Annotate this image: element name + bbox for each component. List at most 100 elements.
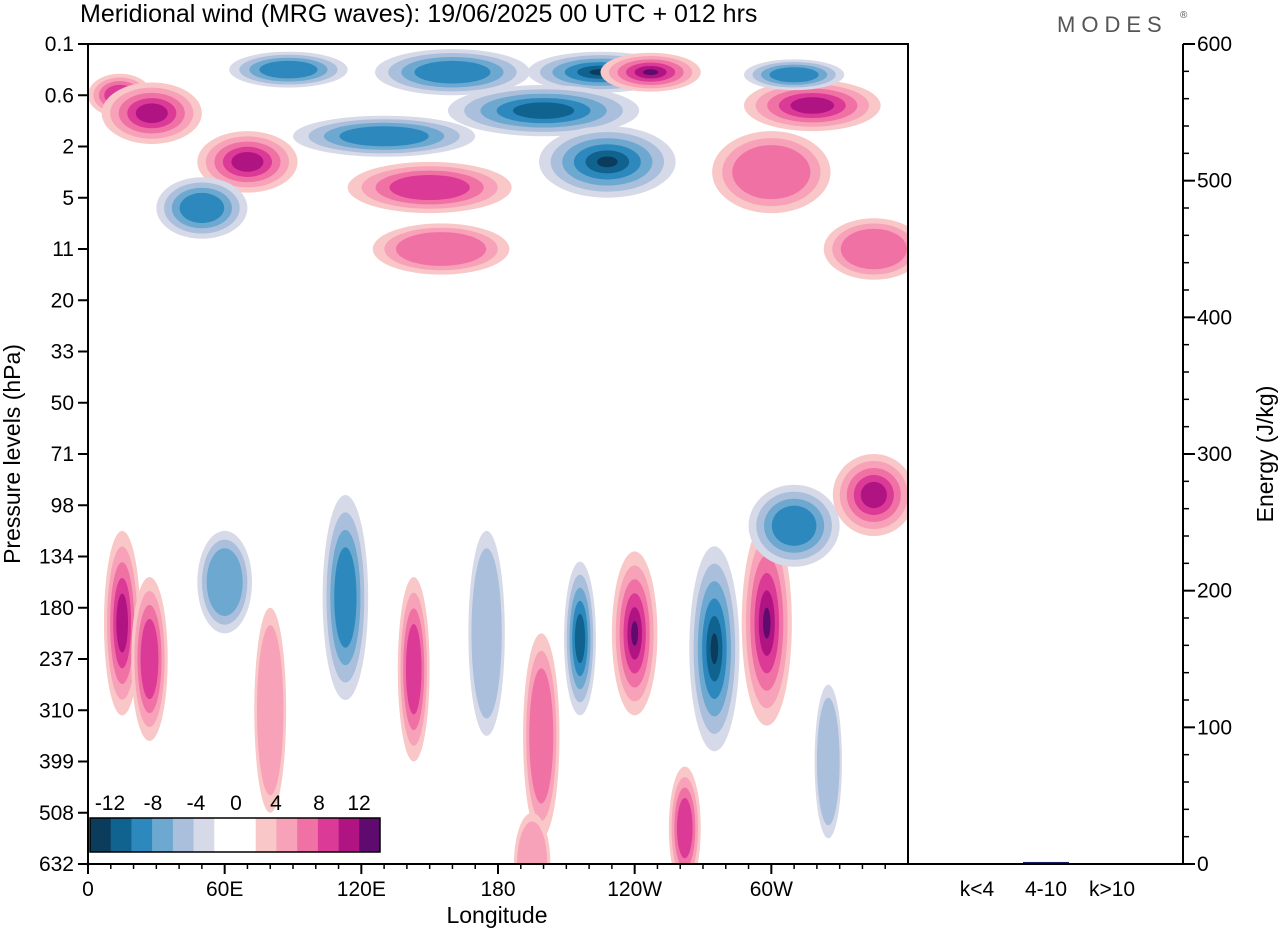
colorbar-swatch [90, 818, 112, 852]
energy-tick-label: 200 [1197, 580, 1232, 603]
energy-tick-label: 300 [1197, 443, 1232, 466]
contour-cell-10 [347, 161, 512, 214]
colorbar-label: -12 [95, 792, 125, 815]
y-axis-label: Pressure levels (hPa) [0, 344, 25, 564]
colorbar-swatch [131, 818, 153, 852]
x-tick-label: 60W [750, 878, 793, 901]
contour-cell-27 [741, 520, 792, 726]
contour-cell-18 [131, 577, 168, 741]
contour-level [414, 60, 491, 84]
contour-level [334, 547, 357, 648]
colorbar-label: 4 [270, 792, 282, 815]
contour-cell-19 [197, 530, 253, 634]
contour-level [231, 152, 264, 172]
y-tick-label: 98 [51, 494, 74, 517]
contour-level [395, 232, 487, 266]
contour-level [816, 697, 840, 826]
energy-bar-1 [1023, 861, 1069, 864]
y-tick-label: 632 [39, 853, 74, 876]
contour-level [771, 505, 817, 546]
contour-level [259, 60, 318, 79]
colorbar-label: -8 [144, 792, 163, 815]
y-tick-label: 20 [51, 289, 74, 312]
y-tick-label: 399 [39, 751, 74, 774]
contour-level [116, 593, 128, 653]
contour-level [840, 228, 907, 270]
contour-cell-14 [823, 218, 908, 280]
y-tick-label: 0.1 [45, 33, 74, 56]
contour-cell-9 [539, 126, 676, 198]
energy-category-label: k>10 [1089, 878, 1135, 901]
contour-level [179, 192, 225, 224]
contour-level [389, 174, 470, 201]
energy-category-label: 4-10 [1025, 878, 1067, 901]
contour-level [860, 481, 887, 509]
contour-cell-5 [375, 49, 530, 96]
contour-cell-32 [814, 684, 842, 839]
contour-level [206, 548, 243, 616]
contour-cell-21 [397, 577, 430, 762]
contour-cell-2 [197, 131, 298, 193]
energy-tick-label: 400 [1197, 306, 1232, 329]
contour-cell-8 [447, 85, 640, 137]
contour-level [597, 156, 618, 168]
x-axis-label: Longitude [446, 902, 547, 928]
contour-cell-29 [832, 454, 908, 536]
colorbar-swatch [317, 818, 339, 852]
contour-cell-20 [322, 495, 369, 700]
energy-category-axis: k<4 4-10 k>10 [960, 878, 1135, 901]
contour-cell-1 [101, 82, 202, 144]
contour-level [471, 548, 502, 719]
contour-cell-4 [156, 177, 248, 239]
colorbar-frame [89, 817, 381, 853]
colorbar-label: -4 [187, 792, 206, 815]
contour-level [732, 145, 811, 200]
energy-tick-label: 0 [1197, 853, 1209, 876]
brand-registered-mark: ® [1180, 10, 1188, 21]
contour-cell-15 [744, 59, 845, 91]
x-tick-label: 120E [337, 878, 386, 901]
energy-tick-label: 600 [1197, 33, 1232, 56]
colorbar-swatch [297, 818, 319, 852]
colorbar-swatch [255, 818, 277, 852]
x-tick-label: 0 [82, 878, 94, 901]
contour-cell-16 [372, 223, 510, 275]
contour-cell-25 [611, 551, 658, 716]
contour-cell-24 [564, 561, 596, 716]
y-tick-label: 5 [62, 187, 74, 210]
energy-tick-label: 100 [1197, 716, 1232, 739]
y-tick-label: 508 [39, 802, 74, 825]
colorbar-label: 0 [230, 792, 242, 815]
colorbar-swatch [172, 818, 194, 852]
contour-cell-26 [689, 546, 740, 752]
contour-level [676, 797, 693, 859]
energy-panel [908, 44, 1183, 864]
contour-level [339, 126, 429, 147]
contour-level [769, 67, 819, 83]
contour-level [574, 613, 586, 664]
colorbar-label: 8 [313, 792, 325, 815]
y-tick-label: 134 [39, 546, 74, 569]
colorbar-swatch [214, 818, 236, 852]
energy-tick-label: 500 [1197, 170, 1232, 193]
colorbar: -12 -8 -4 0 4 8 12 [89, 792, 381, 853]
contour-cell-22 [468, 530, 505, 736]
colorbar-swatch [110, 818, 132, 852]
contour-level [631, 621, 639, 646]
contour-level [135, 103, 168, 124]
heatmap-field [88, 49, 908, 864]
y-tick-label: 0.6 [45, 84, 74, 107]
contour-cell-23 [523, 633, 560, 839]
longitude-axis: 0 60E 120E 180 120W 60W [82, 864, 886, 901]
contour-level [763, 607, 771, 639]
contour-level [405, 624, 422, 715]
contour-level [790, 97, 835, 114]
contour-level [643, 69, 659, 76]
colorbar-swatch [193, 818, 215, 852]
contour-cell-33 [254, 607, 287, 813]
contour-level [256, 625, 284, 796]
colorbar-swatch [235, 818, 257, 852]
y-tick-label: 11 [52, 238, 74, 261]
contour-cell-12 [744, 79, 881, 132]
contour-level [512, 102, 575, 119]
